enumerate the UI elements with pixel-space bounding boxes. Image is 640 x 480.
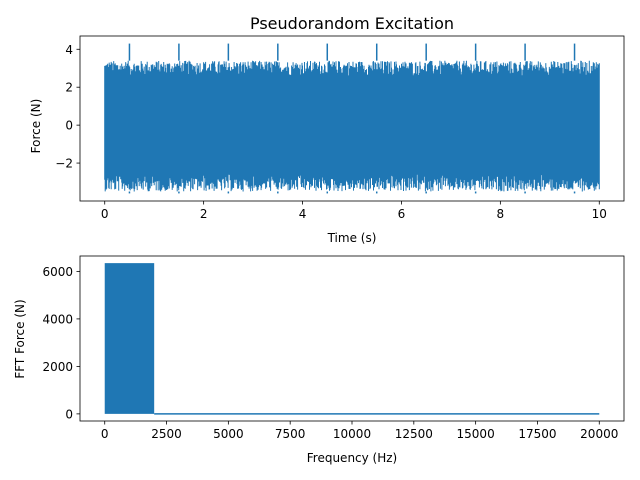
time-x-tick-label: 8 <box>497 207 505 221</box>
fft-x-tick-label: 15000 <box>457 427 495 441</box>
fft-y-tick-label: 2000 <box>42 360 73 374</box>
time-y-tick-label: 4 <box>65 43 73 57</box>
time-x-tick-label: 0 <box>101 207 109 221</box>
fft-x-tick-label: 2500 <box>151 427 182 441</box>
fft-axes-frame <box>79 255 625 422</box>
time-x-tick-label: 4 <box>299 207 307 221</box>
fft-x-tick-label: 17500 <box>518 427 556 441</box>
time-y-ticks: −2 0 2 4 <box>55 43 80 171</box>
fft-x-tick-label: 0 <box>101 427 109 441</box>
fft-x-tick-label: 20000 <box>580 427 618 441</box>
fft-y-axis-label: FFT Force (N) <box>13 299 27 378</box>
fft-axes <box>79 255 625 422</box>
time-chart-title: Pseudorandom Excitation <box>250 14 454 33</box>
fft-x-tick-label: 5000 <box>213 427 244 441</box>
time-series-group <box>104 43 600 194</box>
time-x-tick-label: 2 <box>200 207 208 221</box>
fft-x-axis-label: Frequency (Hz) <box>307 451 398 465</box>
fft-x-ticks: 0 2500 5000 7500 10000 12500 15000 17500 20000 <box>101 421 618 441</box>
time-x-axis-label: Time (s) <box>327 231 377 245</box>
fft-x-tick-label: 12500 <box>395 427 433 441</box>
fft-y-ticks: 0 2000 4000 6000 <box>42 265 80 421</box>
time-y-tick-label: 0 <box>65 119 73 133</box>
time-axes-frame <box>79 35 625 202</box>
time-axes <box>79 35 625 202</box>
fft-x-tick-label: 10000 <box>333 427 371 441</box>
time-signal-trace <box>104 60 600 192</box>
time-y-tick-label: −2 <box>55 157 73 171</box>
fft-band-block <box>104 263 155 414</box>
fft-y-tick-label: 4000 <box>42 312 73 326</box>
time-x-tick-label: 6 <box>398 207 406 221</box>
fft-subplot: 0 2500 5000 7500 10000 12500 15000 17500 20000 0… <box>13 255 625 465</box>
fft-x-tick-label: 7500 <box>275 427 306 441</box>
time-x-ticks: 0 2 4 6 8 10 <box>101 201 607 221</box>
time-y-axis-label: Force (N) <box>29 99 43 154</box>
time-subplot: Pseudorandom Excitation 0 2 4 6 8 10 −2 0 2 4 Ti… <box>29 14 625 245</box>
time-x-tick-label: 10 <box>592 207 607 221</box>
fft-series-group <box>104 263 600 415</box>
fft-y-tick-label: 6000 <box>42 265 73 279</box>
fft-y-tick-label: 0 <box>65 407 73 421</box>
time-y-tick-label: 2 <box>65 81 73 95</box>
